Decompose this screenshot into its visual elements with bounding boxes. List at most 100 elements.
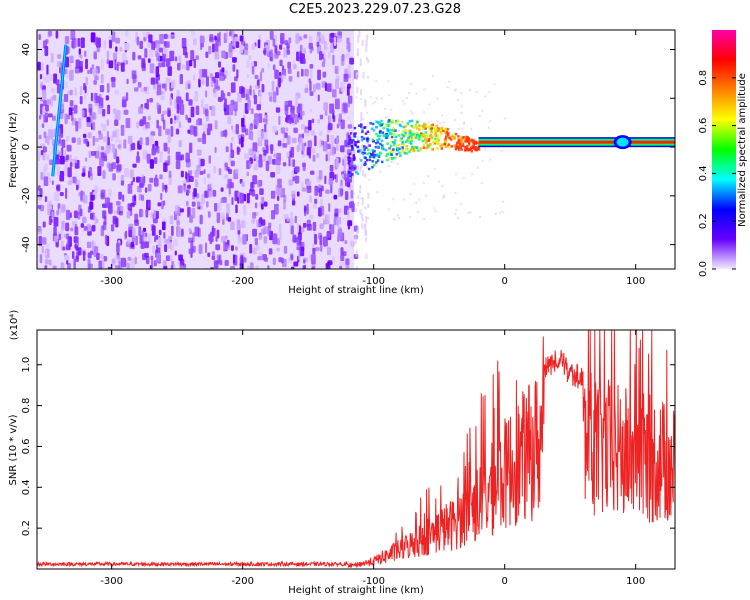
noise-cell	[185, 82, 188, 90]
noise-cell	[307, 140, 312, 149]
noise-cell	[174, 250, 177, 256]
scatter-cell	[428, 135, 432, 138]
noise-cell	[85, 76, 88, 86]
scatter-halo	[393, 218, 396, 221]
scatter-halo	[391, 160, 394, 163]
noise-cell	[120, 62, 125, 72]
scatter-cell	[378, 122, 382, 125]
noise-cell	[356, 48, 359, 56]
noise-cell	[106, 162, 112, 169]
noise-cell	[257, 256, 262, 261]
scatter-halo	[399, 145, 402, 148]
noise-cell	[56, 185, 60, 190]
scatter-cell	[352, 154, 356, 157]
noise-cell	[312, 203, 317, 209]
noise-cell	[155, 66, 160, 78]
noise-cell	[63, 94, 69, 103]
scatter-cell	[371, 138, 374, 142]
scatter-halo	[387, 208, 390, 211]
noise-cell	[195, 105, 200, 116]
noise-cell	[67, 180, 73, 185]
scatter-cell	[378, 137, 381, 141]
noise-cell	[76, 184, 79, 191]
noise-cell	[241, 181, 245, 187]
noise-cell	[69, 212, 72, 219]
scatter-halo	[423, 111, 426, 114]
snr-ylabel: SNR (10 * v/v)	[8, 414, 19, 485]
scatter-cell	[419, 147, 422, 150]
scatter-cell	[383, 134, 386, 138]
noise-cell	[279, 59, 283, 67]
noise-cell	[50, 218, 53, 223]
scatter-cell	[409, 131, 413, 135]
noise-cell	[194, 90, 198, 102]
noise-cell	[306, 185, 312, 193]
scatter-cell	[444, 137, 447, 141]
scatter-halo	[454, 212, 457, 215]
noise-cell	[153, 260, 157, 267]
spectrogram-xtick-label: -100	[362, 276, 385, 287]
noise-cell	[100, 123, 104, 128]
scatter-halo	[460, 202, 463, 205]
noise-cell	[194, 226, 200, 237]
noise-cell	[74, 87, 77, 97]
noise-cell	[170, 79, 176, 89]
scatter-cell	[412, 149, 416, 153]
scatter-halo	[481, 159, 484, 162]
scatter-cell	[361, 151, 364, 155]
noise-cell	[185, 92, 189, 102]
scatter-cell	[443, 140, 447, 144]
noise-cell	[364, 206, 367, 210]
spectrogram-ytick-label: 40	[21, 43, 32, 56]
scatter-cell	[380, 139, 384, 143]
scatter-cell	[433, 127, 437, 130]
scatter-cell	[382, 147, 385, 151]
scatter-cell	[446, 144, 449, 148]
scatter-cell	[430, 124, 433, 127]
noise-cell	[122, 96, 126, 107]
scatter-cell	[447, 133, 450, 137]
noise-cell	[119, 47, 123, 52]
scatter-cell	[373, 163, 376, 167]
noise-cell	[93, 79, 97, 85]
noise-cell	[212, 87, 218, 98]
scatter-cell	[472, 139, 476, 142]
scatter-cell	[414, 136, 418, 139]
noise-cell	[134, 256, 137, 265]
noise-cell	[361, 144, 364, 152]
noise-cell	[294, 175, 300, 184]
noise-cell	[278, 115, 281, 125]
scatter-cell	[440, 147, 444, 150]
noise-cell	[51, 180, 54, 186]
noise-cell	[114, 138, 120, 143]
scatter-cell	[439, 144, 442, 148]
scatter-cell	[400, 133, 404, 136]
scatter-cell	[451, 135, 455, 138]
noise-cell	[104, 234, 108, 245]
noise-cell	[251, 65, 255, 75]
scatter-cell	[349, 175, 352, 178]
scatter-cell	[456, 146, 459, 149]
noise-cell	[187, 129, 191, 134]
noise-cell	[187, 117, 192, 123]
noise-cell	[93, 246, 99, 257]
noise-cell	[214, 120, 218, 130]
noise-cell	[274, 52, 279, 59]
noise-cell	[207, 211, 211, 218]
scatter-cell	[364, 132, 368, 135]
noise-cell	[335, 157, 339, 168]
noise-cell	[345, 52, 351, 59]
noise-cell	[38, 235, 43, 247]
noise-cell	[69, 55, 74, 64]
noise-cell	[283, 47, 288, 58]
noise-cell	[127, 203, 133, 211]
scatter-cell	[348, 152, 352, 156]
noise-cell	[107, 145, 111, 154]
noise-cell	[58, 233, 61, 241]
noise-cell	[184, 52, 189, 59]
scatter-cell	[399, 139, 402, 142]
scatter-cell	[387, 120, 390, 123]
scatter-cell	[441, 143, 444, 147]
noise-cell	[177, 62, 181, 71]
scatter-halo	[487, 126, 490, 129]
